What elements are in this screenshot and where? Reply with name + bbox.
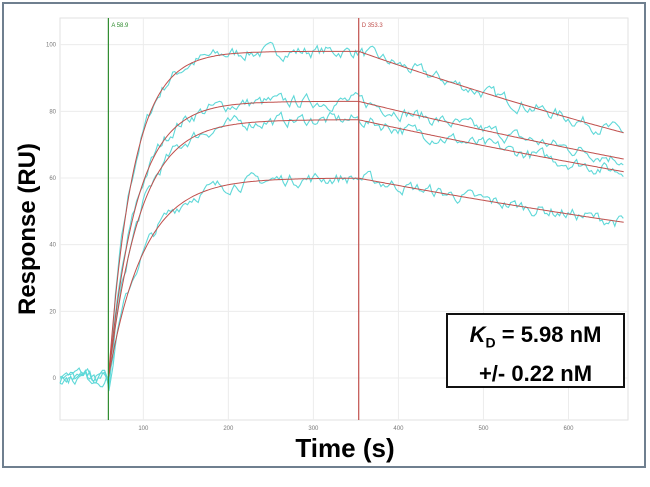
dissociation-marker-label: D 353.3 (362, 23, 384, 29)
kd-symbol: K (469, 322, 486, 347)
kd-value: = 5.98 nM (501, 322, 602, 347)
y-tick-label: 20 (49, 309, 56, 315)
raw-data-line (59, 91, 624, 389)
x-tick-label: 300 (308, 426, 319, 432)
y-tick-label: 80 (49, 109, 56, 115)
kd-error: +/- 0.22 nM (478, 361, 593, 387)
x-tick-label: 200 (223, 426, 234, 432)
kd-annotation-box: KD = 5.98 nM +/- 0.22 nM (446, 313, 625, 388)
x-tick-label: 500 (478, 426, 489, 432)
raw-data-line (59, 111, 624, 388)
y-tick-label: 60 (49, 176, 56, 182)
fit-line (107, 50, 624, 379)
figure-frame (2, 2, 646, 468)
fit-line (107, 177, 624, 379)
x-tick-label: 600 (563, 426, 574, 432)
kd-value-line: KD = 5.98 nM (448, 319, 623, 358)
x-tick-label: 400 (393, 426, 404, 432)
y-tick-label: 0 (53, 376, 57, 382)
y-tick-label: 40 (49, 243, 56, 249)
x-tick-label: 100 (138, 426, 149, 432)
association-marker-label: A 58.9 (111, 23, 129, 29)
fit-line (107, 100, 624, 379)
y-tick-label: 100 (46, 43, 57, 49)
y-axis-label: Response (RU) (14, 142, 41, 316)
kd-subscript: D (485, 334, 496, 351)
x-axis-label: Time (s) (295, 433, 395, 463)
fit-line (107, 119, 624, 379)
raw-data-line (59, 170, 624, 392)
